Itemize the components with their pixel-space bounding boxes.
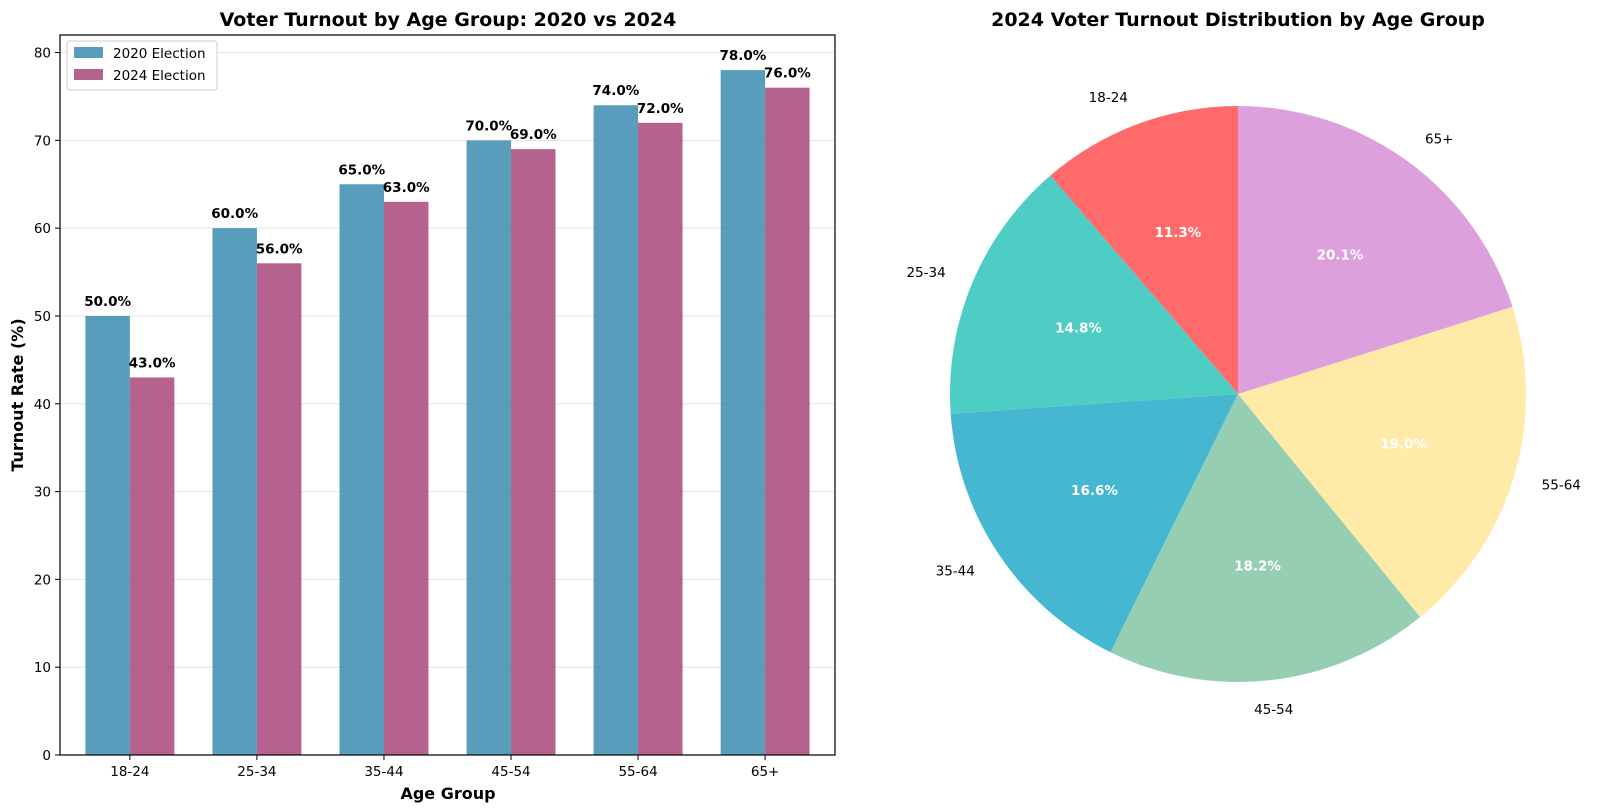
x-tick-label-18-24: 18-24 <box>110 764 149 780</box>
pie-labels: 11.3% 18-24 14.8% 25-34 16.6% 35-44 18.2% 45-54… <box>906 90 1580 718</box>
bar-2024-55-64 <box>638 122 683 756</box>
bar-value-label-2024-55-64: 72.0% <box>637 101 684 117</box>
y-tick-label-40: 40 <box>34 397 51 413</box>
bar-y-axis-label: Turnout Rate (%) <box>8 318 27 471</box>
bar-value-label-2020-25-34: 60.0% <box>211 206 258 222</box>
pie-label-65+: 65+ <box>1425 131 1454 147</box>
pie-slice-65+ <box>1238 106 1513 394</box>
bar-2024-45-54 <box>511 149 556 755</box>
x-tick-label-25-34: 25-34 <box>237 764 276 780</box>
legend-box <box>66 40 218 91</box>
pie-slice-45-54 <box>1110 394 1421 682</box>
bar-x-axis-label: Age Group <box>400 784 495 803</box>
x-tick-label-45-54: 45-54 <box>491 764 530 780</box>
pie-percent-65+: 20.1% <box>1317 248 1364 264</box>
pie-percent-18-24: 11.3% <box>1155 225 1202 241</box>
bar-2024-18-24 <box>129 377 175 755</box>
bar-2024-25-34 <box>256 263 302 755</box>
bar-gridlines <box>60 52 835 668</box>
bar-legend: 2020 Election 2024 Election <box>66 40 218 91</box>
bar-value-label-2024-65+: 76.0% <box>764 66 811 82</box>
pie-percent-35-44: 16.6% <box>1071 483 1118 499</box>
bar-value-label-2020-55-64: 74.0% <box>592 83 639 99</box>
pie-label-55-64: 55-64 <box>1542 477 1581 493</box>
bar-x-ticks: 18-24 25-34 35-44 45-54 55-64 65+ <box>110 755 779 780</box>
pie-slice-35-44 <box>950 394 1238 653</box>
bar-2024-35-44 <box>383 201 429 755</box>
pie-slices <box>950 106 1526 682</box>
bar-chart: Voter Turnout by Age Group: 2020 vs 2024… <box>8 9 836 803</box>
bar-marks: 50.0% 60.0% 65.0% 70.0% 74.0% 78.0% 43.0% 56.0%… <box>84 48 811 756</box>
pie-label-18-24: 18-24 <box>1089 90 1128 106</box>
y-tick-label-20: 20 <box>34 572 51 588</box>
pie-percent-45-54: 18.2% <box>1234 559 1281 575</box>
bar-value-label-2024-45-54: 69.0% <box>510 127 557 143</box>
pie-slice-18-24 <box>1050 106 1238 394</box>
bar-value-label-2024-25-34: 56.0% <box>256 241 303 257</box>
bar-2020-25-34 <box>212 228 257 756</box>
pie-label-35-44: 35-44 <box>936 563 975 579</box>
bar-2020-55-64 <box>593 105 639 756</box>
bar-value-label-2020-65+: 78.0% <box>719 48 766 64</box>
bar-plot-frame <box>59 34 836 756</box>
pie-percent-25-34: 14.8% <box>1055 320 1102 336</box>
pie-percent-55-64: 19.0% <box>1380 436 1427 452</box>
bar-value-label-2020-45-54: 70.0% <box>465 118 512 134</box>
x-tick-label-65+: 65+ <box>751 764 780 780</box>
x-tick-label-35-44: 35-44 <box>364 764 403 780</box>
bar-2024-65+ <box>765 87 810 756</box>
bar-value-label-2020-35-44: 65.0% <box>338 162 385 178</box>
y-tick-label-60: 60 <box>34 221 51 237</box>
pie-slice-55-64 <box>1238 306 1526 618</box>
y-tick-label-30: 30 <box>34 485 51 501</box>
pie-chart-title: 2024 Voter Turnout Distribution by Age G… <box>991 9 1485 31</box>
bar-value-label-2024-35-44: 63.0% <box>383 180 430 196</box>
legend-label-2020: 2020 Election <box>113 46 206 62</box>
y-tick-label-50: 50 <box>34 309 51 325</box>
pie-slice-25-34 <box>950 175 1238 414</box>
legend-swatch-2024 <box>74 69 103 80</box>
bar-value-label-2024-18-24: 43.0% <box>129 355 176 371</box>
bar-2020-65+ <box>720 70 766 755</box>
bar-chart-title: Voter Turnout by Age Group: 2020 vs 2024 <box>220 9 677 31</box>
pie-chart: 2024 Voter Turnout Distribution by Age G… <box>906 9 1580 718</box>
bar-value-label-2020-18-24: 50.0% <box>84 294 131 310</box>
pie-label-45-54: 45-54 <box>1254 702 1293 718</box>
bar-2020-45-54 <box>466 140 512 756</box>
pie-label-25-34: 25-34 <box>906 265 945 281</box>
y-tick-label-10: 10 <box>34 660 51 676</box>
bar-2020-35-44 <box>339 184 384 755</box>
bar-2020-18-24 <box>85 315 130 755</box>
y-tick-label-70: 70 <box>34 133 51 149</box>
y-tick-label-80: 80 <box>34 46 51 62</box>
x-tick-label-55-64: 55-64 <box>618 764 657 780</box>
y-tick-label-0: 0 <box>42 748 51 764</box>
bar-y-ticks: 0 10 20 30 40 50 60 70 80 <box>34 46 60 764</box>
legend-label-2024: 2024 Election <box>113 68 206 84</box>
legend-swatch-2020 <box>74 47 103 58</box>
